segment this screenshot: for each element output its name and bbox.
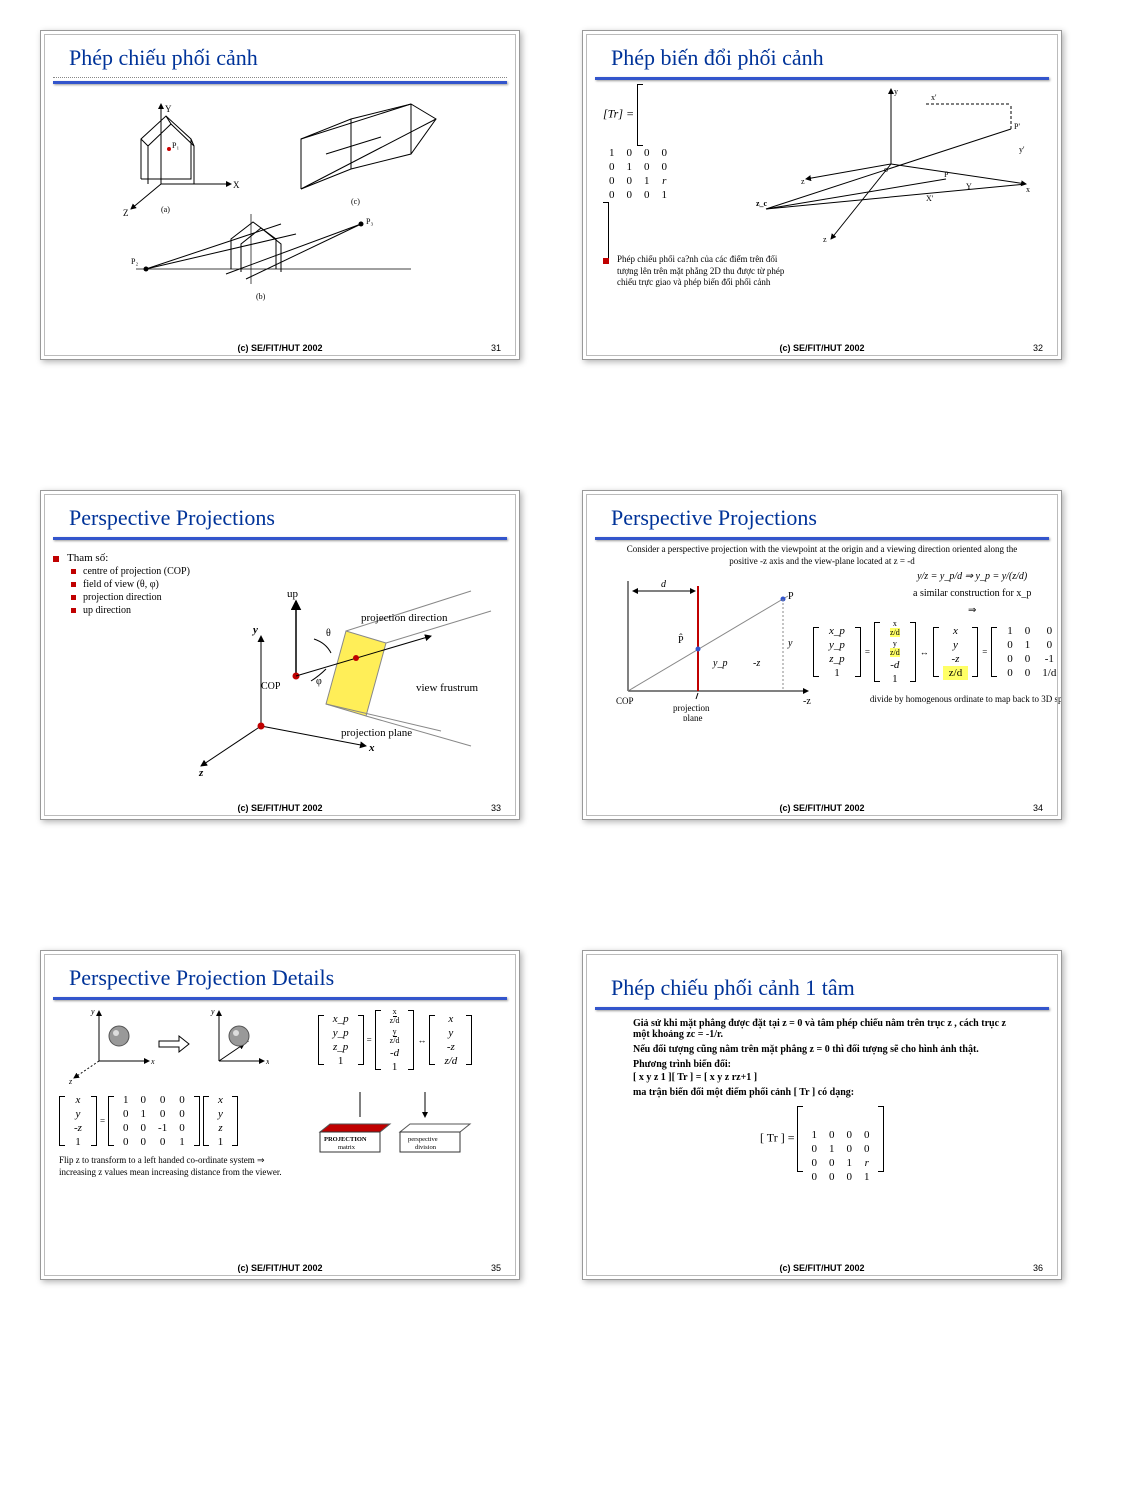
svg-text:up: up [287,588,299,600]
svg-text:y: y [251,624,258,636]
page-number: 36 [1033,1263,1043,1273]
slide-footer: (c) SE/FIT/HUT 2002 [583,803,1061,813]
slide-footer: (c) SE/FIT/HUT 2002 [41,1263,519,1273]
slide: Phép biến đổi phối cảnh [Tr] = 1000 0100… [582,30,1062,360]
page-number: 31 [491,343,501,353]
slide-footer: (c) SE/FIT/HUT 2002 [583,1263,1061,1273]
page-number: 35 [491,1263,501,1273]
svg-text:θ: θ [326,628,331,639]
slide: Perspective Projections Tham số: centre … [40,490,520,820]
svg-text:view frustrum: view frustrum [416,682,478,694]
slide-grid: Phép chiếu phối cảnh Y Z X P₁ [40,30,1084,1280]
slide-footer: (c) SE/FIT/HUT 2002 [41,803,519,813]
page-number: 32 [1033,343,1043,353]
svg-text:x: x [368,742,375,754]
slide: Perspective Projections Consider a persp… [582,490,1062,820]
cop-frustum-diagram: y x z up COP θ φ [191,581,501,776]
slide: Phép chiếu phối cảnh 1 tâm Giả sử khi mặ… [582,950,1062,1280]
slide: Perspective Projection Details y x z [40,950,520,1280]
slide-footer: (c) SE/FIT/HUT 2002 [41,343,519,353]
slide: Phép chiếu phối cảnh Y Z X P₁ [40,30,520,360]
page-number: 33 [491,803,501,813]
svg-text:projection plane: projection plane [341,727,412,739]
svg-text:COP: COP [261,681,281,692]
svg-text:z: z [198,767,204,776]
svg-text:φ: φ [316,676,322,687]
page-number: 34 [1033,803,1043,813]
svg-text:projection direction: projection direction [361,612,448,624]
slide-footer: (c) SE/FIT/HUT 2002 [583,343,1061,353]
